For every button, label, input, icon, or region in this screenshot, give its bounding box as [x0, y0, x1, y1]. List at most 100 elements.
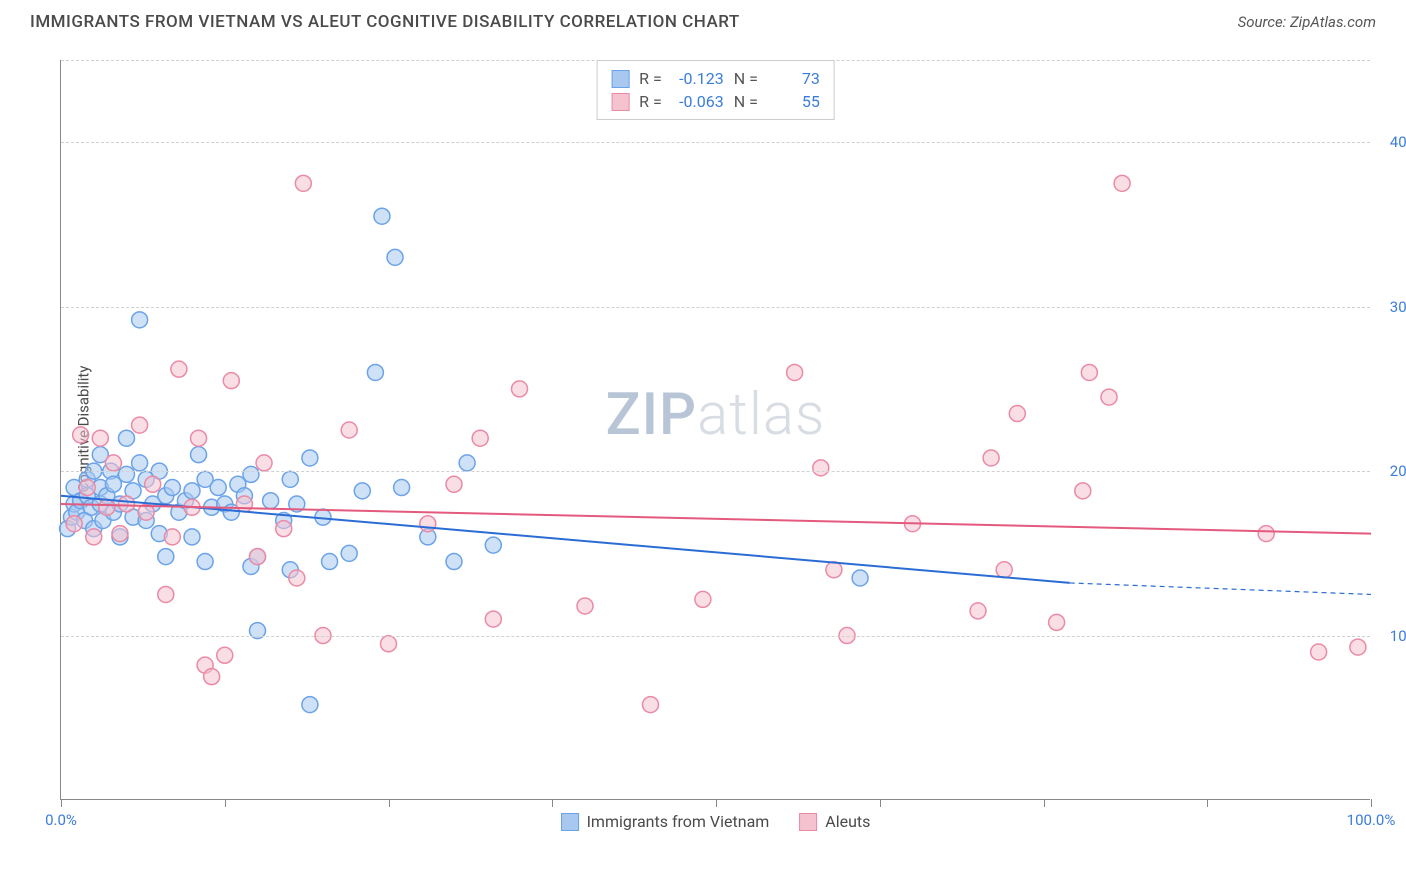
legend-label-1: Immigrants from Vietnam: [587, 812, 770, 831]
scatter-point: [164, 480, 180, 496]
y-tick-label: 40.0%: [1390, 133, 1406, 151]
header: IMMIGRANTS FROM VIETNAM VS ALEUT COGNITI…: [0, 0, 1406, 40]
x-tick-label: 0.0%: [45, 811, 77, 829]
scatter-point: [112, 526, 128, 542]
scatter-point: [282, 471, 298, 487]
r-value-2: -0.063: [672, 92, 724, 111]
x-tick: [552, 799, 553, 807]
trend-line: [61, 496, 1070, 583]
scatter-point: [643, 697, 659, 713]
scatter-point: [1049, 614, 1065, 630]
scatter-point: [695, 591, 711, 607]
scatter-point: [302, 450, 318, 466]
scatter-point: [66, 516, 82, 532]
scatter-point: [485, 611, 501, 627]
scatter-point: [184, 483, 200, 499]
scatter-point: [119, 430, 135, 446]
scatter-point: [132, 455, 148, 471]
r-label: R =: [639, 69, 662, 88]
scatter-point: [381, 636, 397, 652]
gridline: [61, 142, 1370, 143]
scatter-point: [217, 647, 233, 663]
scatter-point: [191, 447, 207, 463]
scatter-point: [1009, 406, 1025, 422]
plot-area: ZIPatlas R = -0.123 N = 73 R = -0.063 N …: [60, 60, 1370, 800]
scatter-point: [191, 430, 207, 446]
scatter-point: [446, 554, 462, 570]
scatter-point: [813, 460, 829, 476]
scatter-point: [322, 554, 338, 570]
y-tick-label: 30.0%: [1390, 298, 1406, 316]
r-label: R =: [639, 92, 662, 111]
n-label: N =: [734, 69, 758, 88]
scatter-point: [164, 529, 180, 545]
scatter-point: [341, 545, 357, 561]
scatter-point: [1075, 483, 1091, 499]
scatter-point: [236, 496, 252, 512]
scatter-point: [79, 480, 95, 496]
scatter-point: [243, 466, 259, 482]
scatter-point: [852, 570, 868, 586]
scatter-point: [204, 669, 220, 685]
gridline: [61, 307, 1370, 308]
scatter-point: [394, 480, 410, 496]
scatter-point: [485, 537, 501, 553]
scatter-point: [197, 554, 213, 570]
scatter-point: [983, 450, 999, 466]
chart-container: Cognitive Disability ZIPatlas R = -0.123…: [30, 50, 1380, 840]
scatter-point: [1081, 364, 1097, 380]
trend-line-extrapolated: [1070, 583, 1371, 595]
gridline: [61, 636, 1370, 637]
scatter-point: [1311, 644, 1327, 660]
scatter-point: [446, 476, 462, 492]
scatter-point: [512, 381, 528, 397]
scatter-point: [289, 570, 305, 586]
legend-item-2: Aleuts: [799, 812, 870, 831]
x-tick: [389, 799, 390, 807]
x-tick: [716, 799, 717, 807]
scatter-point: [263, 493, 279, 509]
series-legend: Immigrants from Vietnam Aleuts: [561, 812, 871, 831]
n-label: N =: [734, 92, 758, 111]
y-tick-label: 20.0%: [1390, 462, 1406, 480]
scatter-point: [223, 373, 239, 389]
scatter-point: [996, 562, 1012, 578]
scatter-point: [387, 249, 403, 265]
x-tick: [1044, 799, 1045, 807]
scatter-point: [970, 603, 986, 619]
scatter-point: [276, 521, 292, 537]
legend-row-series-2: R = -0.063 N = 55: [611, 90, 820, 113]
n-value-2: 55: [768, 92, 820, 111]
legend-row-series-1: R = -0.123 N = 73: [611, 67, 820, 90]
y-tick-label: 10.0%: [1390, 627, 1406, 645]
x-tick: [225, 799, 226, 807]
x-tick: [1207, 799, 1208, 807]
swatch-series-1: [611, 70, 629, 88]
scatter-point: [145, 476, 161, 492]
gridline: [61, 471, 1370, 472]
trend-line: [61, 504, 1371, 534]
scatter-point: [99, 499, 115, 515]
scatter-point: [132, 417, 148, 433]
scatter-point: [295, 175, 311, 191]
swatch-series-2: [611, 93, 629, 111]
chart-title: IMMIGRANTS FROM VIETNAM VS ALEUT COGNITI…: [30, 12, 740, 32]
x-tick: [880, 799, 881, 807]
scatter-point: [1101, 389, 1117, 405]
r-value-1: -0.123: [672, 69, 724, 88]
x-tick-label: 100.0%: [1347, 811, 1396, 829]
scatter-point: [1114, 175, 1130, 191]
scatter-point: [158, 586, 174, 602]
scatter-point: [577, 598, 593, 614]
scatter-point: [184, 529, 200, 545]
scatter-point: [341, 422, 357, 438]
scatter-point: [1258, 526, 1274, 542]
scatter-point: [210, 480, 226, 496]
n-value-1: 73: [768, 69, 820, 88]
x-tick: [1371, 799, 1372, 807]
scatter-point: [250, 549, 266, 565]
scatter-point: [92, 430, 108, 446]
scatter-point: [302, 697, 318, 713]
scatter-point: [256, 455, 272, 471]
scatter-point: [374, 208, 390, 224]
